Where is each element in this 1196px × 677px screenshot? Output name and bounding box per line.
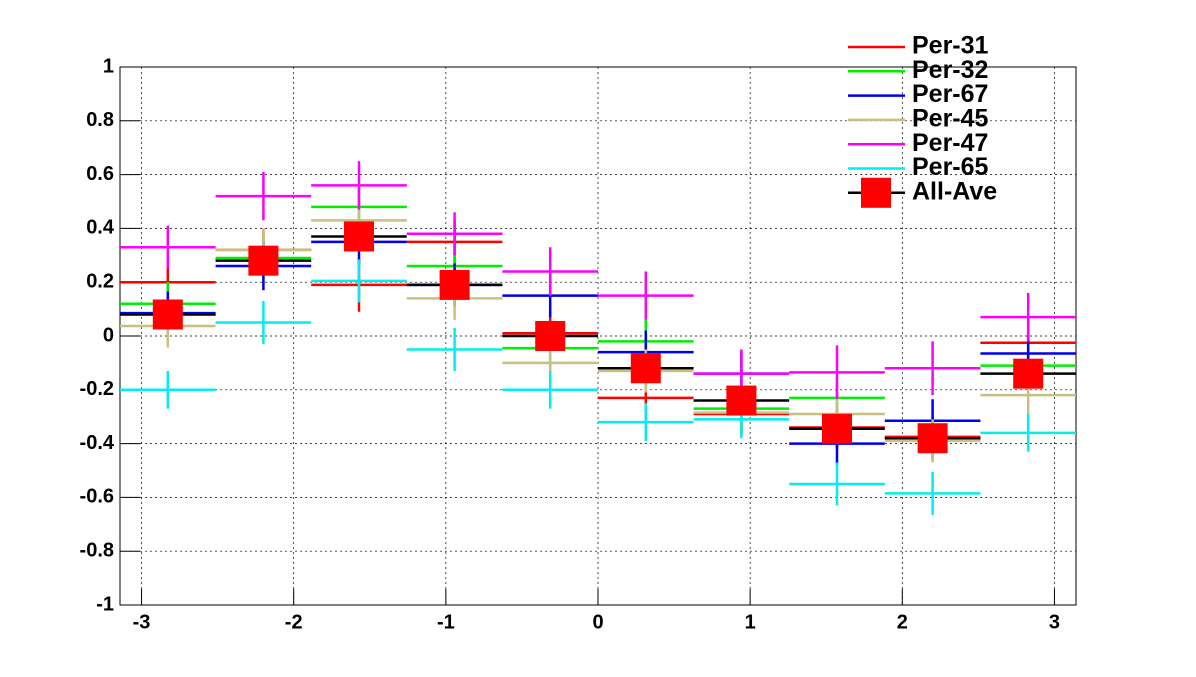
mean-marker bbox=[917, 423, 948, 454]
mean-marker bbox=[822, 413, 852, 444]
x-tick-label: 2 bbox=[897, 611, 908, 633]
x-tick-label: 3 bbox=[1049, 611, 1060, 633]
x-tick-label: 1 bbox=[745, 611, 756, 633]
y-tick-label: 0.2 bbox=[86, 270, 114, 292]
mean-marker bbox=[152, 299, 183, 330]
legend: Per-31Per-32Per-67Per-45Per-47Per-65All-… bbox=[848, 32, 997, 208]
mean-marker bbox=[248, 245, 279, 276]
mean-marker bbox=[344, 221, 374, 252]
y-tick-label: -0.4 bbox=[80, 432, 115, 454]
x-tick-label: -2 bbox=[285, 611, 303, 633]
legend-label: Per-45 bbox=[912, 105, 989, 133]
legend-label: Per-65 bbox=[912, 153, 989, 181]
mean-marker bbox=[535, 321, 566, 351]
y-tick-label: -0.8 bbox=[80, 539, 114, 561]
legend-marker bbox=[861, 177, 891, 208]
y-tick-label: -0.6 bbox=[80, 486, 114, 508]
legend-label: Per-32 bbox=[912, 56, 988, 84]
legend-label: Per-31 bbox=[912, 32, 989, 60]
legend-label: Per-47 bbox=[912, 129, 988, 157]
legend-label: All-Ave bbox=[912, 177, 997, 205]
y-tick-label: 0.6 bbox=[86, 163, 114, 185]
y-tick-label: -0.2 bbox=[80, 378, 114, 400]
legend-label: Per-67 bbox=[912, 80, 988, 108]
x-tick-label: -1 bbox=[437, 611, 455, 633]
y-tick-label: 0.8 bbox=[86, 109, 114, 131]
y-tick-label: 0.4 bbox=[86, 217, 115, 239]
x-tick-label: -3 bbox=[133, 611, 151, 633]
mean-marker bbox=[439, 269, 470, 300]
x-tick-label: 0 bbox=[592, 611, 603, 633]
y-tick-label: 1 bbox=[103, 55, 114, 77]
y-tick-label: -1 bbox=[96, 593, 114, 615]
mean-marker bbox=[726, 385, 757, 416]
mean-marker bbox=[630, 353, 661, 384]
y-tick-label: 0 bbox=[103, 324, 114, 346]
mean-marker bbox=[1013, 358, 1044, 389]
